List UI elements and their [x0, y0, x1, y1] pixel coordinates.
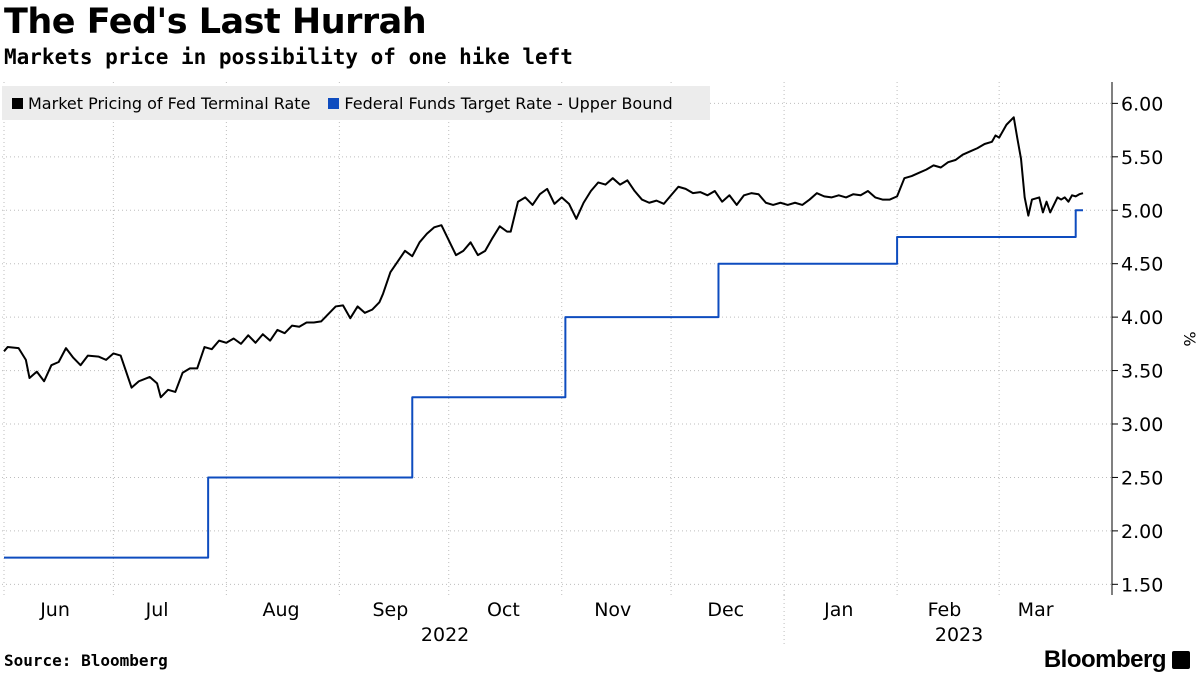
x-tick-label: Dec — [707, 599, 744, 621]
y-tick-label: 1.50 — [1121, 574, 1163, 596]
legend-item-fed-funds: Federal Funds Target Rate - Upper Bound — [328, 93, 673, 113]
y-axis-unit-label: % — [1180, 331, 1199, 346]
x-year-label: 2022 — [421, 624, 469, 646]
legend-swatch-fed-funds — [328, 97, 340, 109]
x-tick-label: Jul — [145, 599, 169, 621]
legend: Market Pricing of Fed Terminal Rate Fede… — [2, 86, 710, 120]
legend-label-fed-funds: Federal Funds Target Rate - Upper Bound — [344, 93, 673, 113]
x-tick-label: Mar — [1018, 599, 1054, 621]
y-tick-label: 3.00 — [1121, 414, 1163, 436]
y-tick-label: 4.00 — [1121, 307, 1163, 329]
y-tick-label: 2.50 — [1121, 467, 1163, 489]
legend-item-terminal-rate: Market Pricing of Fed Terminal Rate — [12, 94, 310, 113]
y-tick-label: 4.50 — [1121, 254, 1163, 276]
chart-title: The Fed's Last Hurrah — [4, 2, 427, 42]
series-line-fed-funds — [4, 209, 1083, 559]
bloomberg-logo: Bloomberg — [1043, 646, 1167, 673]
x-tick-label: Feb — [928, 599, 962, 621]
x-year-label: 2023 — [935, 624, 983, 646]
x-tick-label: Nov — [594, 599, 631, 621]
x-tick-label: Oct — [487, 599, 520, 621]
legend-swatch-terminal-rate — [12, 97, 23, 109]
y-tick-label: 6.00 — [1121, 93, 1163, 115]
source-note: Source: Bloomberg — [4, 651, 168, 670]
y-tick-label: 3.50 — [1121, 361, 1163, 383]
chart-subtitle: Markets price in possibility of one hike… — [4, 45, 573, 69]
y-tick-label: 2.00 — [1121, 521, 1163, 543]
bloomberg-chart-icon — [1172, 651, 1190, 669]
x-tick-label: Jan — [823, 599, 853, 621]
x-tick-label: Jun — [39, 599, 70, 621]
y-tick-label: 5.00 — [1121, 200, 1163, 222]
y-tick-label: 5.50 — [1121, 147, 1163, 169]
legend-label-terminal-rate: Market Pricing of Fed Terminal Rate — [28, 93, 311, 113]
series-line-terminal-rate — [3, 116, 1084, 399]
x-tick-label: Aug — [262, 599, 299, 621]
x-tick-label: Sep — [372, 599, 408, 621]
